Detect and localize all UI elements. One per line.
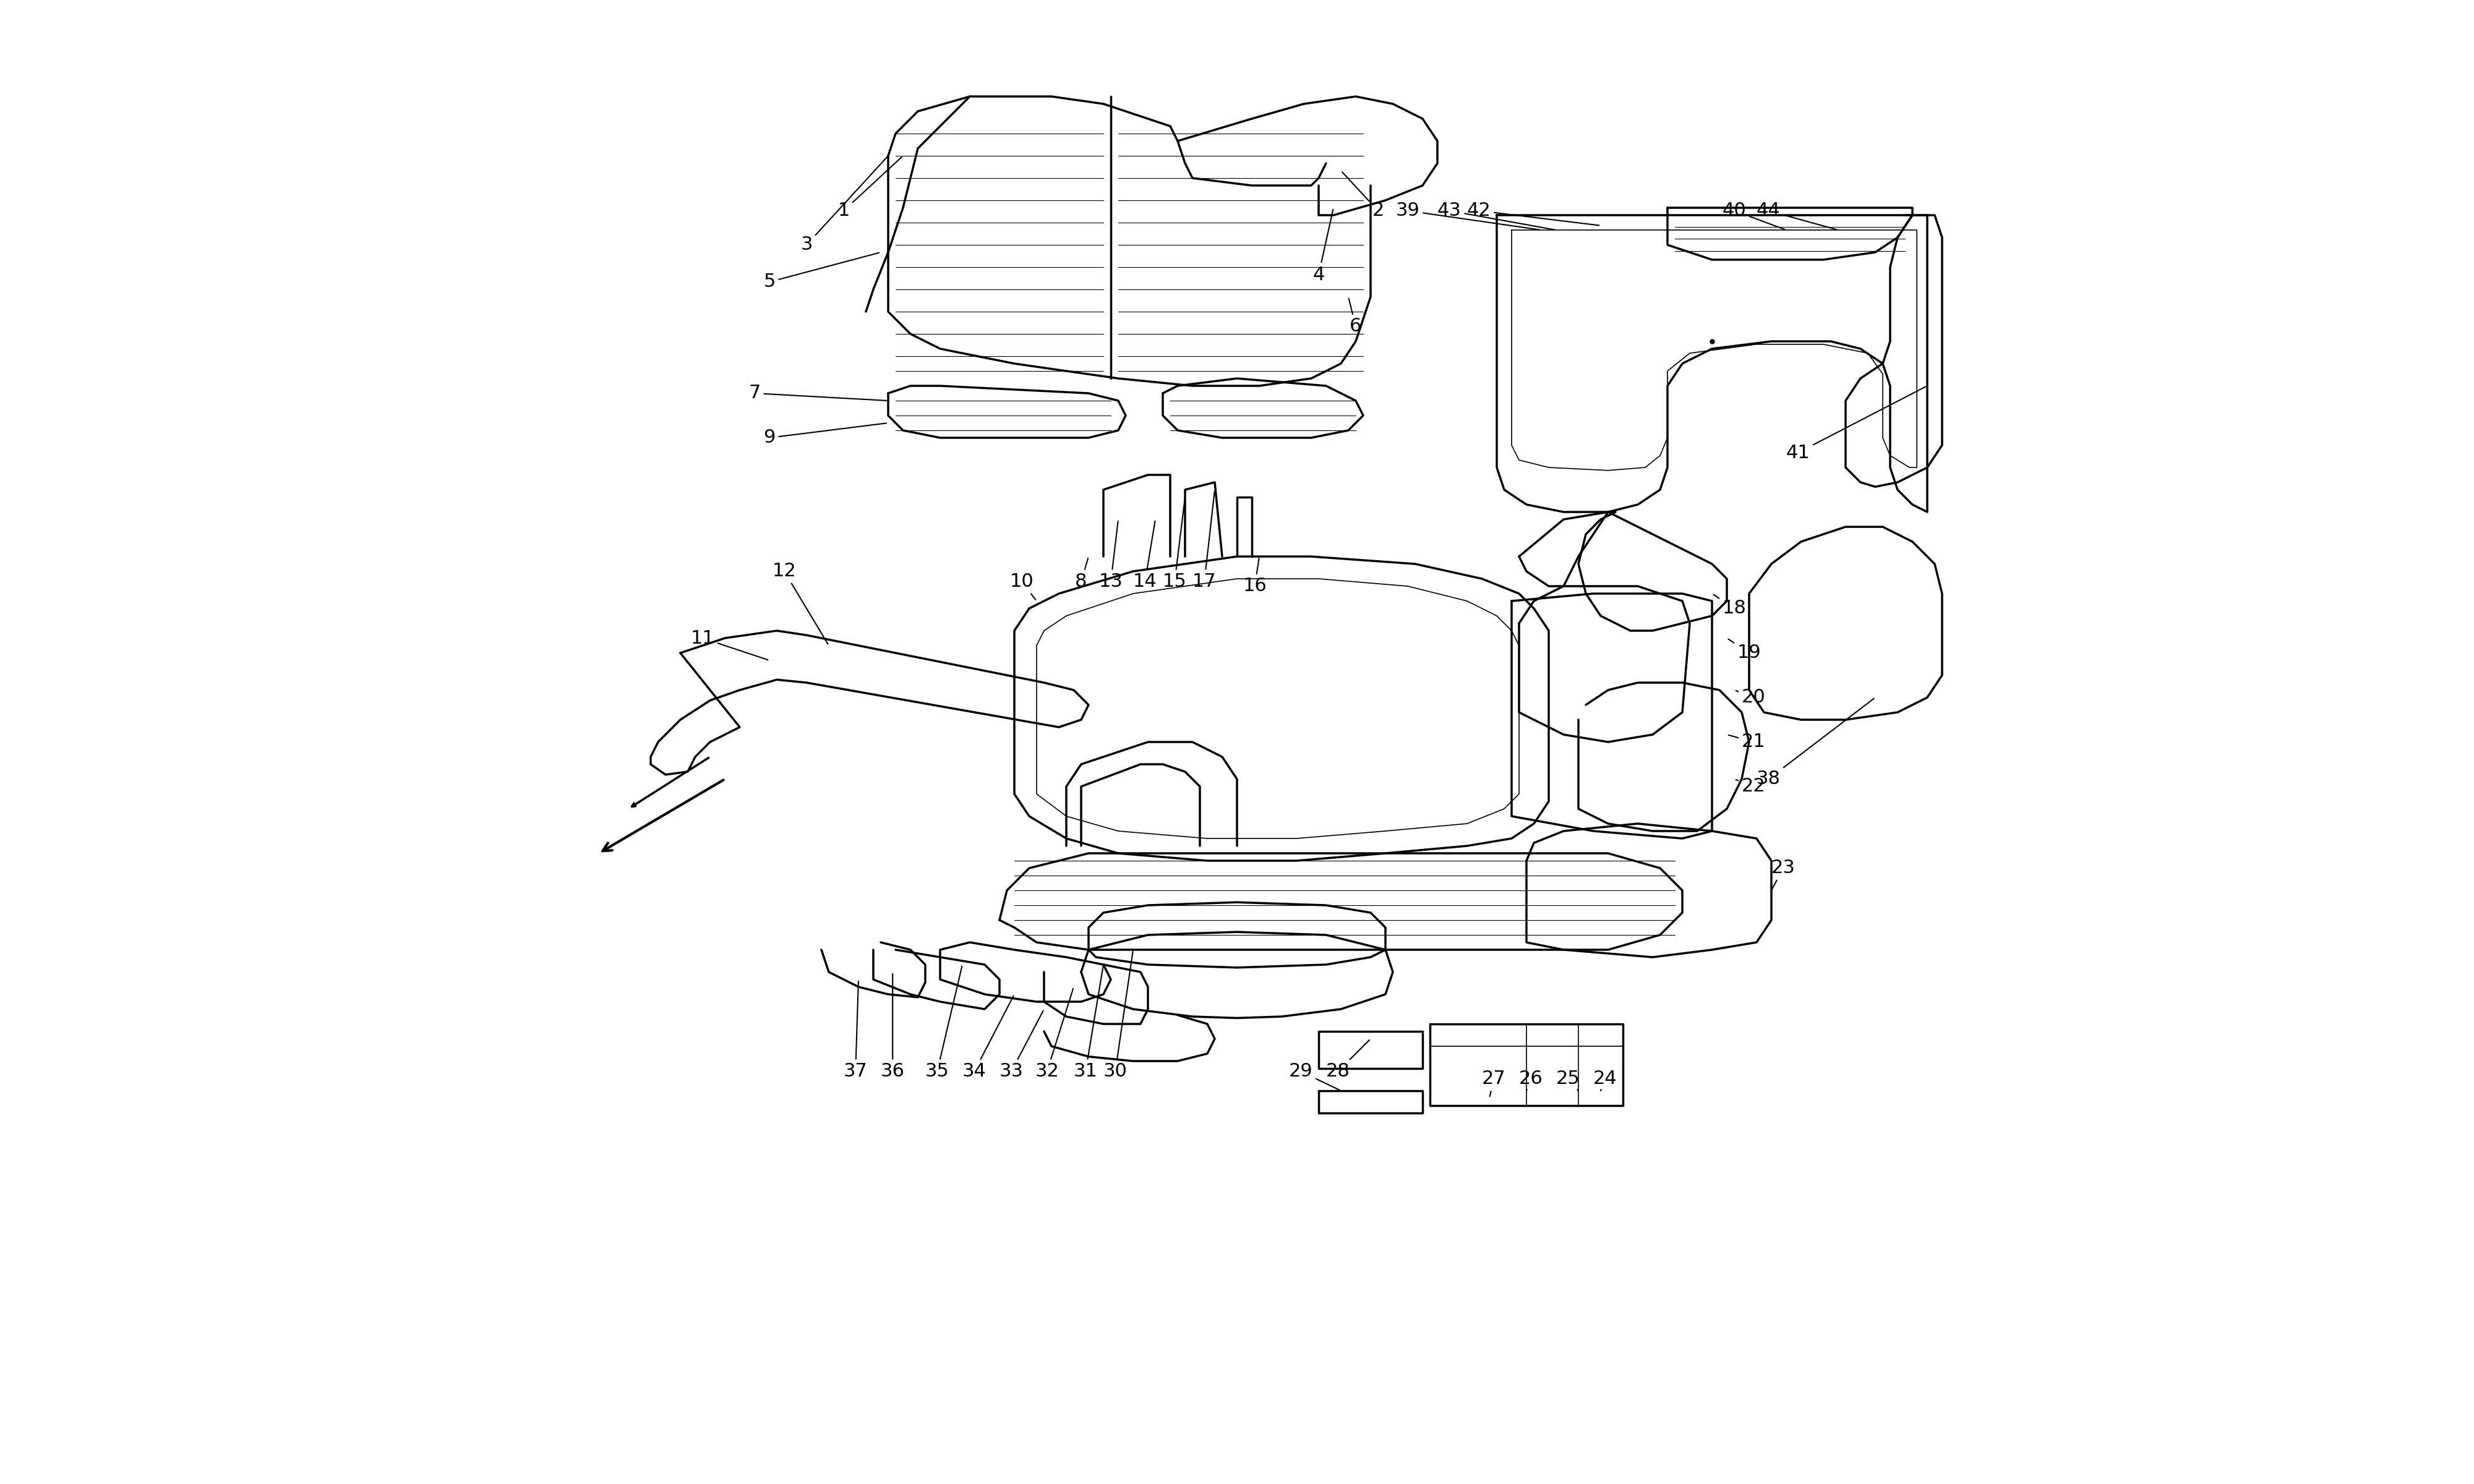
Text: 22: 22 xyxy=(1737,778,1766,795)
Text: 27: 27 xyxy=(1482,1070,1507,1097)
Text: 14: 14 xyxy=(1133,521,1158,591)
Text: 24: 24 xyxy=(1593,1070,1618,1091)
Text: 44: 44 xyxy=(1757,202,1836,230)
Text: 2: 2 xyxy=(1341,172,1383,220)
Text: 11: 11 xyxy=(690,629,767,660)
Text: 10: 10 xyxy=(1009,573,1037,600)
Text: 3: 3 xyxy=(802,157,888,254)
Text: 36: 36 xyxy=(881,974,905,1080)
Text: 33: 33 xyxy=(999,1011,1044,1080)
Text: 37: 37 xyxy=(844,981,868,1080)
Text: 31: 31 xyxy=(1074,966,1103,1080)
Text: 12: 12 xyxy=(772,562,829,644)
Text: 41: 41 xyxy=(1786,387,1925,462)
Text: 4: 4 xyxy=(1314,209,1333,283)
Text: 7: 7 xyxy=(750,384,886,402)
Text: 17: 17 xyxy=(1192,491,1217,591)
Text: 30: 30 xyxy=(1103,951,1133,1080)
Text: 9: 9 xyxy=(764,423,886,447)
Text: 32: 32 xyxy=(1034,988,1074,1080)
Text: 15: 15 xyxy=(1163,499,1188,591)
Text: 35: 35 xyxy=(925,966,962,1080)
Text: 39: 39 xyxy=(1395,202,1539,230)
Text: 34: 34 xyxy=(962,996,1014,1080)
Text: 23: 23 xyxy=(1771,859,1796,889)
Text: 18: 18 xyxy=(1714,595,1747,617)
Text: 1: 1 xyxy=(839,157,901,220)
Text: 6: 6 xyxy=(1348,298,1361,335)
Text: 19: 19 xyxy=(1729,640,1761,662)
Text: 40: 40 xyxy=(1722,202,1784,230)
Text: 16: 16 xyxy=(1242,558,1267,595)
Text: 38: 38 xyxy=(1757,699,1873,788)
Text: 42: 42 xyxy=(1467,202,1598,226)
Text: 29: 29 xyxy=(1289,1063,1338,1089)
Text: 25: 25 xyxy=(1556,1070,1581,1091)
Text: 28: 28 xyxy=(1326,1040,1371,1080)
Text: 20: 20 xyxy=(1737,689,1766,706)
Text: 43: 43 xyxy=(1437,202,1554,230)
Text: 21: 21 xyxy=(1729,733,1766,751)
Text: 8: 8 xyxy=(1076,558,1089,591)
Text: 26: 26 xyxy=(1519,1070,1544,1091)
Text: 5: 5 xyxy=(764,252,878,291)
Text: 13: 13 xyxy=(1098,521,1123,591)
